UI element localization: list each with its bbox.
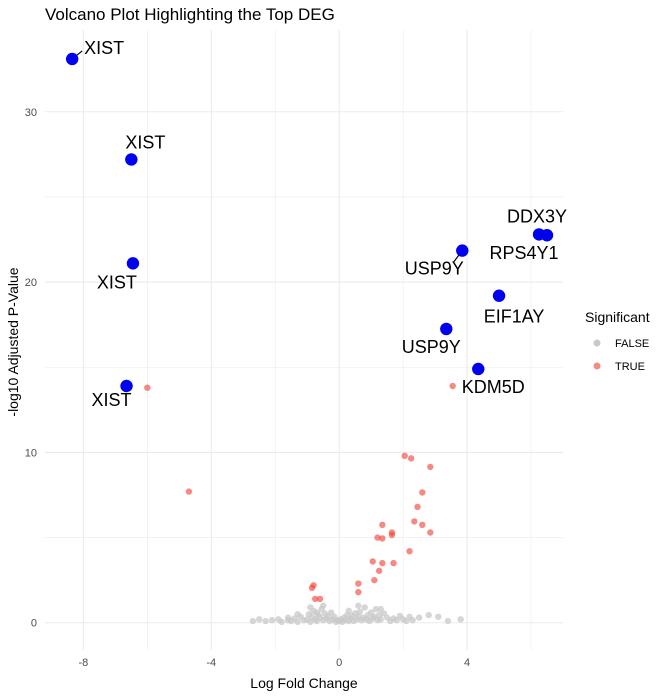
x-tick-label: -4 (206, 657, 216, 669)
point-true (355, 588, 362, 596)
point-false (372, 605, 380, 613)
point-false (294, 618, 301, 626)
top-deg-point (540, 229, 554, 242)
y-axis-title: -log10 Adjusted P-Value (5, 267, 21, 416)
point-true (379, 535, 386, 542)
point-false (457, 616, 464, 623)
point-true (374, 534, 381, 541)
point-true (449, 382, 456, 390)
significant-points (144, 382, 456, 603)
point-true (419, 489, 426, 496)
y-tick-label: 30 (25, 107, 37, 119)
point-false (425, 611, 432, 619)
point-false (294, 611, 301, 618)
point-true (414, 503, 421, 511)
point-false (278, 618, 285, 626)
top-deg-point (126, 257, 140, 270)
gene-label: RPS4Y1 (489, 243, 558, 263)
top-deg-point (456, 244, 469, 257)
y-tick-label: 0 (31, 618, 37, 630)
point-true (369, 558, 376, 565)
point-true (308, 584, 316, 592)
point-true (379, 521, 386, 529)
point-false (415, 614, 423, 621)
gene-label: DDX3Y (507, 206, 567, 226)
top-deg-points (65, 52, 554, 393)
top-deg-point (65, 52, 79, 66)
y-tick-label: 10 (25, 447, 37, 459)
chart-title: Volcano Plot Highlighting the Top DEG (45, 5, 335, 24)
x-tick-label: -8 (78, 657, 88, 669)
gene-label: XIST (97, 272, 137, 292)
legend: Significant FALSE TRUE (585, 309, 650, 373)
point-true (144, 384, 151, 391)
gene-label: KDM5D (462, 377, 525, 397)
point-false (406, 613, 413, 620)
x-axis-title: Log Fold Change (250, 675, 358, 691)
gene-label: XIST (84, 38, 124, 58)
point-false (268, 616, 276, 624)
top-deg-point (120, 379, 133, 393)
point-false (435, 613, 442, 620)
top-deg-point (472, 362, 485, 376)
gene-label: EIF1AY (484, 307, 545, 327)
legend-true-swatch (593, 362, 601, 370)
legend-true-label: TRUE (615, 361, 645, 373)
point-true (316, 595, 324, 603)
y-axis-ticks: 0 10 20 30 (25, 107, 37, 630)
point-false (377, 616, 384, 623)
top-deg-point (440, 322, 453, 336)
grid (45, 30, 563, 650)
point-false (313, 609, 320, 616)
point-false (249, 617, 257, 625)
gene-label: XIST (125, 132, 165, 152)
point-false (444, 617, 452, 625)
legend-title: Significant (585, 309, 650, 325)
point-false (307, 618, 314, 626)
point-true (407, 455, 415, 462)
point-true (379, 559, 386, 567)
x-axis-ticks: -8 -4 0 4 (78, 657, 470, 669)
point-true (311, 595, 319, 603)
point-false (256, 616, 263, 623)
point-true (388, 529, 396, 536)
legend-false-label: FALSE (615, 338, 649, 350)
point-true (411, 518, 418, 525)
point-false (319, 602, 327, 609)
point-false (361, 604, 368, 611)
gene-label: XIST (92, 390, 132, 410)
point-true (427, 463, 434, 471)
y-tick-label: 20 (25, 277, 37, 289)
point-false (284, 616, 292, 624)
point-false (355, 602, 362, 609)
non-significant-points (249, 602, 464, 626)
legend-false-swatch (593, 339, 601, 347)
point-false (307, 604, 314, 611)
point-true (371, 576, 378, 584)
point-true (406, 548, 413, 555)
gene-label: USP9Y (402, 337, 461, 357)
x-tick-label: 4 (464, 657, 470, 669)
point-false (377, 605, 384, 613)
point-true (355, 580, 362, 587)
x-tick-label: 0 (336, 657, 342, 669)
point-true (427, 529, 434, 536)
point-true (419, 521, 426, 529)
gene-labels: XIST XIST XIST XIST USP9Y USP9Y DDX3Y RPS4Y1 EIF… (84, 38, 567, 410)
point-true (390, 559, 397, 567)
top-deg-point (125, 153, 138, 166)
point-false (356, 608, 364, 615)
point-true (375, 567, 383, 574)
point-false (345, 607, 352, 615)
point-false (262, 617, 269, 625)
point-true (401, 452, 408, 460)
top-deg-point (492, 289, 506, 302)
point-true (185, 488, 193, 495)
gene-label: USP9Y (405, 259, 464, 279)
